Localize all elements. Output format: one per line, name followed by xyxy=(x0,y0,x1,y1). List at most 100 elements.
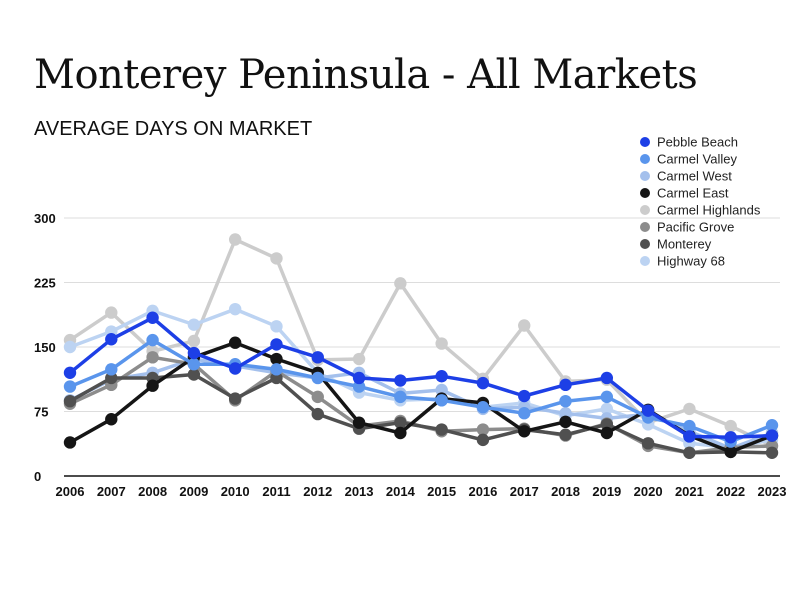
legend-item-pebble-beach: Pebble Beach xyxy=(640,135,738,150)
data-point xyxy=(476,433,490,447)
data-point xyxy=(476,376,490,390)
legend-label: Pebble Beach xyxy=(657,135,738,150)
data-point xyxy=(270,352,283,366)
legend-item-carmel-valley: Carmel Valley xyxy=(640,152,737,167)
data-point xyxy=(394,426,407,440)
data-point xyxy=(187,318,201,331)
data-point xyxy=(435,423,448,436)
data-point xyxy=(187,358,201,371)
legend-item-pacific-grove: Pacific Grove xyxy=(640,220,734,235)
legend-marker xyxy=(640,188,650,198)
series-line xyxy=(68,316,774,440)
x-tick-label: 2017 xyxy=(510,484,539,499)
series-line xyxy=(68,372,774,455)
legend: Pebble Beach Carmel Valley Carmel West Carm… xyxy=(640,135,761,269)
data-point xyxy=(683,446,696,459)
data-point xyxy=(518,389,531,403)
data-point xyxy=(63,436,77,449)
data-point xyxy=(146,379,159,392)
data-point xyxy=(146,311,159,324)
data-point xyxy=(518,319,531,332)
data-point xyxy=(641,437,655,450)
data-point xyxy=(724,419,737,433)
x-tick-label: 2019 xyxy=(592,484,621,499)
data-point xyxy=(476,401,490,414)
data-point xyxy=(394,374,407,387)
data-point xyxy=(228,336,242,349)
data-point xyxy=(559,378,572,392)
data-point xyxy=(559,394,572,408)
data-point xyxy=(559,415,572,429)
data-point xyxy=(105,333,118,346)
data-point xyxy=(105,306,118,319)
y-tick-label: 300 xyxy=(34,211,56,226)
x-tick-label: 2023 xyxy=(758,484,787,499)
data-point xyxy=(270,320,283,333)
x-tick-label: 2008 xyxy=(138,484,167,499)
data-point xyxy=(600,426,614,440)
series-carmel-highlands xyxy=(63,233,779,453)
data-point xyxy=(765,446,779,459)
data-point xyxy=(311,390,324,404)
data-point xyxy=(724,431,737,444)
data-point xyxy=(352,352,366,366)
data-point xyxy=(270,371,283,385)
data-point xyxy=(228,362,242,375)
x-tick-label: 2020 xyxy=(634,484,663,499)
x-tick-label: 2021 xyxy=(675,484,704,499)
data-point xyxy=(394,277,407,290)
data-point xyxy=(765,419,779,432)
data-point xyxy=(105,371,118,385)
data-point xyxy=(187,368,201,381)
data-point xyxy=(270,252,283,265)
data-point xyxy=(270,338,283,351)
x-tick-label: 2015 xyxy=(427,484,456,499)
x-tick-label: 2013 xyxy=(345,484,374,499)
data-point xyxy=(105,363,118,376)
legend-label: Highway 68 xyxy=(657,254,725,269)
data-point xyxy=(559,407,572,420)
series-pebble-beach xyxy=(63,311,779,444)
data-point xyxy=(63,340,77,354)
data-point xyxy=(765,429,779,442)
series-layer xyxy=(63,233,779,459)
legend-label: Carmel Highlands xyxy=(657,203,761,218)
data-point xyxy=(600,418,614,431)
data-point xyxy=(63,380,77,393)
data-point xyxy=(311,371,324,385)
x-tick-label: 2011 xyxy=(262,484,290,499)
data-point xyxy=(641,404,655,417)
data-point xyxy=(187,334,201,348)
data-point xyxy=(63,394,77,408)
y-tick-label: 225 xyxy=(34,276,56,291)
legend-marker xyxy=(640,154,650,164)
data-point xyxy=(352,371,366,385)
x-tick-label: 2012 xyxy=(303,484,332,499)
legend-marker xyxy=(640,222,650,232)
grid xyxy=(64,217,780,477)
data-point xyxy=(518,425,531,438)
data-point xyxy=(311,407,324,421)
data-point xyxy=(146,333,159,347)
data-point xyxy=(435,370,448,383)
data-point xyxy=(228,302,242,316)
data-point xyxy=(435,337,448,350)
data-point xyxy=(600,402,614,416)
data-point xyxy=(600,371,614,385)
data-point xyxy=(146,351,159,364)
x-tick-label: 2009 xyxy=(179,484,208,499)
data-point xyxy=(394,416,407,429)
y-tick-label: 75 xyxy=(34,405,48,420)
legend-label: Pacific Grove xyxy=(657,220,734,235)
data-point xyxy=(476,423,490,436)
legend-label: Monterey xyxy=(657,237,712,252)
data-point xyxy=(352,380,366,393)
x-tick-label: 2022 xyxy=(716,484,745,499)
data-point xyxy=(270,363,283,376)
y-tick-label: 150 xyxy=(34,340,56,355)
x-tick-label: 2006 xyxy=(56,484,85,499)
legend-label: Carmel West xyxy=(657,169,732,184)
legend-marker xyxy=(640,205,650,215)
series-line xyxy=(68,357,774,451)
